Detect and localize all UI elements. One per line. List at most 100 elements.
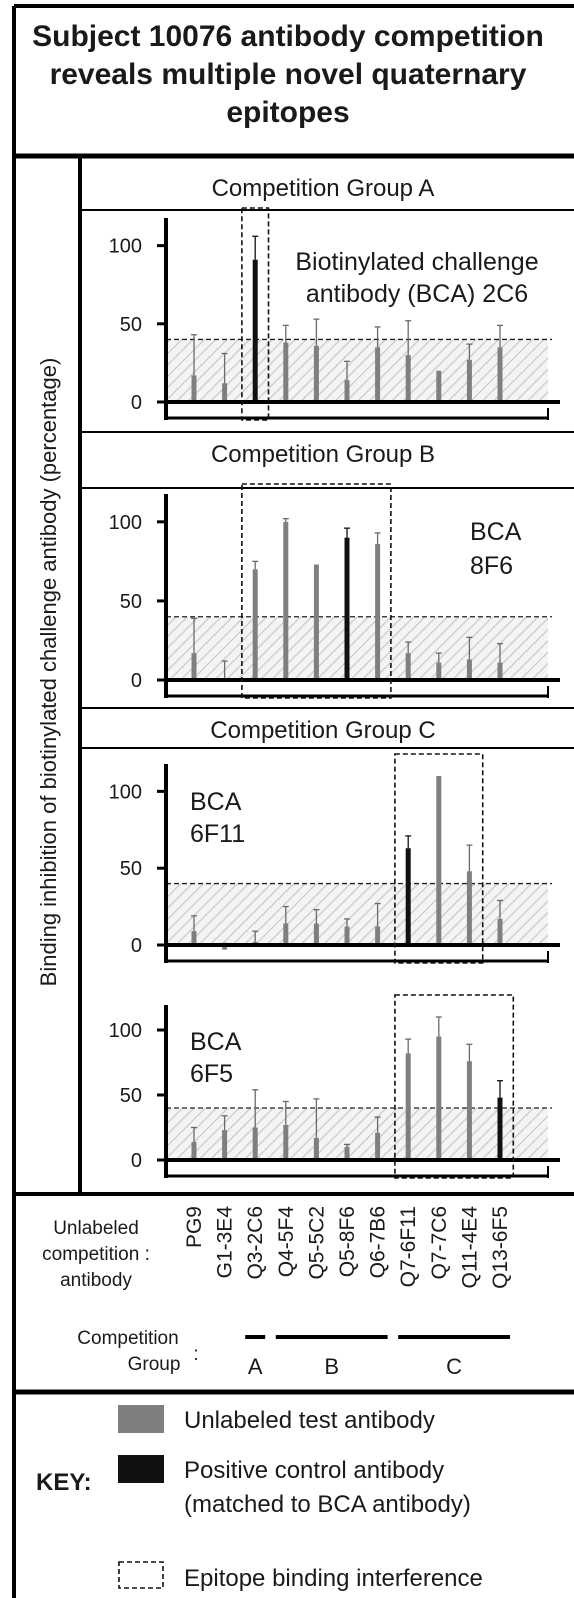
bca-annotation: 6F11 [190, 820, 245, 848]
chart-panel-2: 0 50 100 BCA 8F6 [109, 483, 560, 699]
bar-test-antibody [283, 1124, 289, 1160]
key-item-text: Positive control antibody [184, 1457, 444, 1484]
bar-test-antibody [497, 918, 503, 945]
bar-test-antibody [222, 383, 228, 402]
x-row-label: antibody [60, 1270, 132, 1291]
key-swatch-control [118, 1455, 164, 1483]
bar-test-antibody [313, 923, 319, 945]
bar-test-antibody [191, 1141, 197, 1160]
bar-test-antibody [497, 662, 503, 680]
bar-test-antibody [405, 1053, 411, 1160]
y-axis-label: Binding inhibition of biotinylated chall… [36, 358, 61, 987]
key-item-text: (matched to BCA antibody) [184, 1491, 471, 1518]
y-tick-label: 50 [120, 858, 142, 880]
bca-annotation: BCA [470, 518, 522, 546]
y-tick-label: 100 [109, 236, 142, 258]
bar-test-antibody [436, 662, 442, 680]
bar-test-antibody [191, 375, 197, 402]
chart-panels: 0 50 100 Biotinylated challenge antibody (BC… [109, 207, 560, 1179]
threshold-band [166, 339, 548, 402]
y-tick-label: 50 [120, 591, 142, 613]
threshold-band [166, 616, 548, 680]
bar-test-antibody [252, 569, 258, 680]
bar-test-antibody [344, 380, 350, 402]
bar-test-antibody [344, 1147, 350, 1160]
group-row-colon: : [193, 1344, 198, 1365]
bca-annotation: BCA [190, 788, 242, 816]
x-axis-labels: PG9 G1-3E4 Q3-2C6 Q4-5F4 Q5-5C2 Q5-8F6 Q6-7B6 Q… [42, 1206, 512, 1291]
bar-test-antibody [436, 1036, 442, 1160]
bar-test-antibody [313, 1137, 319, 1160]
y-tick-label: 0 [131, 935, 142, 957]
bar-test-antibody [191, 653, 197, 680]
bar-test-antibody [466, 659, 472, 680]
bca-annotation: antibody (BCA) 2C6 [306, 280, 528, 308]
group-row-label: Group [128, 1354, 181, 1375]
key-swatch-epitope [118, 1561, 164, 1589]
y-tick-label: 100 [109, 1020, 142, 1042]
threshold-band [166, 883, 548, 945]
bar-test-antibody [344, 926, 350, 945]
bca-annotation: 6F5 [190, 1060, 233, 1088]
group-name: B [324, 1354, 339, 1379]
y-tick-label: 0 [131, 1150, 142, 1172]
epitope-interference-box [241, 483, 392, 699]
bar-test-antibody [375, 1132, 381, 1160]
bar-test-antibody [222, 945, 228, 950]
antibody-label: Q5-8F6 [336, 1206, 359, 1277]
antibody-label: G1-3E4 [214, 1206, 237, 1279]
antibody-label: Q3-2C6 [244, 1206, 267, 1280]
frame [12, 4, 574, 1598]
chart-panel-1: 0 50 100 Biotinylated challenge antibody (BC… [109, 207, 560, 421]
bar-test-antibody [375, 543, 381, 680]
y-tick-label: 100 [109, 781, 142, 803]
bar-test-antibody [497, 347, 503, 402]
bar-test-antibody [405, 653, 411, 680]
y-tick-label: 0 [131, 392, 142, 414]
page-title: Subject 10076 antibody competition revea… [32, 20, 544, 129]
chart-panel-3: 0 50 100 BCA 6F11 [109, 753, 560, 964]
bar-test-antibody [405, 355, 411, 402]
panel-title-c: Competition Group C [210, 717, 435, 744]
y-tick-label: 0 [131, 670, 142, 692]
bar-positive-control [405, 848, 411, 945]
competition-group-row: Competition Group: A B C [77, 1328, 510, 1379]
bar-test-antibody [466, 871, 472, 945]
group-row-label: Competition [77, 1328, 178, 1349]
bar-test-antibody [252, 1127, 258, 1160]
antibody-label: Q7-6F11 [397, 1206, 420, 1287]
y-tick-label: 50 [120, 1085, 142, 1107]
panel-title-b: Competition Group B [211, 441, 435, 468]
bar-test-antibody [283, 923, 289, 945]
antibody-label: Q4-5F4 [275, 1206, 298, 1278]
bar-positive-control [344, 537, 350, 680]
bar-test-antibody [436, 776, 442, 945]
antibody-label: PG9 [183, 1206, 206, 1248]
epitope-interference-box [394, 753, 484, 964]
bar-test-antibody [466, 1061, 472, 1160]
bar-test-antibody [466, 359, 472, 402]
bar-positive-control [497, 1097, 503, 1160]
antibody-label: Q13-6F5 [489, 1206, 512, 1289]
bar-test-antibody [191, 931, 197, 945]
panel-title-a: Competition Group A [212, 175, 435, 202]
chart-panel-4: 0 50 100 BCA 6F5 [109, 994, 560, 1179]
key-label: KEY: [36, 1469, 92, 1496]
y-tick-label: 50 [120, 314, 142, 336]
antibody-label: Q6-7B6 [367, 1206, 390, 1278]
bar-test-antibody [222, 1130, 228, 1160]
antibody-label: Q7-7C6 [428, 1206, 451, 1280]
bar-test-antibody [375, 347, 381, 402]
bar-positive-control [252, 259, 258, 402]
group-name: C [446, 1354, 462, 1379]
bca-annotation: Biotinylated challenge [295, 248, 538, 276]
bca-annotation: BCA [190, 1028, 242, 1056]
bar-test-antibody [283, 342, 289, 402]
epitope-interference-box [394, 994, 515, 1179]
x-row-label: Unlabeled [53, 1218, 139, 1239]
key-swatch-test [118, 1405, 164, 1433]
bar-test-antibody [283, 521, 289, 680]
bar-test-antibody [375, 926, 381, 945]
y-tick-label: 100 [109, 512, 142, 534]
